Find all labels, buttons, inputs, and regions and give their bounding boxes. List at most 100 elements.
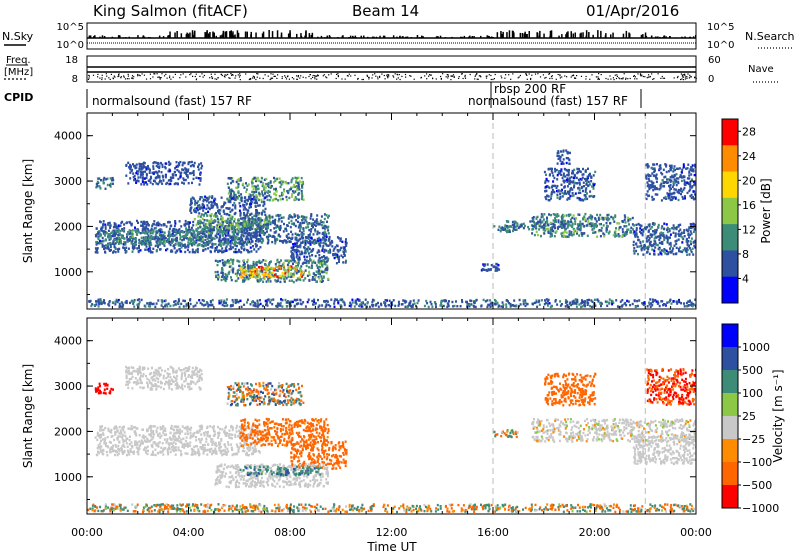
data-cell (316, 232, 319, 236)
nsky-sample (237, 32, 240, 38)
data-cell (197, 168, 200, 171)
data-cell (501, 228, 504, 231)
nave-sample (508, 74, 510, 76)
data-cell (320, 224, 323, 227)
data-cell (181, 181, 184, 184)
nave-sample (381, 73, 383, 75)
data-cell (662, 168, 665, 171)
data-cell (147, 234, 150, 237)
data-cell (135, 171, 138, 175)
data-cell (189, 228, 192, 232)
data-cell (195, 223, 198, 227)
data-cell (586, 234, 589, 237)
nave-sample (153, 73, 155, 75)
data-cell (550, 234, 553, 238)
nave-sample (194, 75, 196, 78)
data-cell (143, 162, 146, 165)
nsky-sample (189, 32, 191, 38)
data-cell (244, 200, 247, 203)
nsky-sample (304, 35, 306, 38)
data-cell (548, 186, 551, 189)
data-cell (688, 226, 691, 229)
nsky-sample (353, 37, 355, 38)
nave-sample (620, 78, 623, 80)
data-cell (179, 171, 182, 175)
data-cell (247, 223, 250, 227)
data-cell (124, 241, 127, 244)
data-cell (569, 231, 572, 234)
data-cell (201, 217, 204, 220)
data-cell (325, 271, 328, 275)
data-cell (248, 272, 251, 275)
data-cell (229, 219, 232, 223)
data-cell (287, 266, 290, 270)
data-cell (600, 217, 603, 221)
data-cell (670, 175, 673, 179)
data-cell (690, 226, 693, 230)
data-cell (175, 250, 178, 253)
data-cell (647, 175, 650, 178)
nave-sample (264, 74, 266, 76)
freq-label-1: Freq. (6, 55, 31, 66)
data-cell (199, 222, 201, 225)
data-cell (648, 237, 651, 240)
data-cell (277, 199, 280, 202)
data-cell (144, 231, 147, 235)
nsky-sample (695, 35, 697, 38)
data-cell (290, 219, 293, 223)
nsky-sample (502, 31, 504, 38)
nave-sample (120, 76, 122, 78)
data-cell (113, 222, 116, 225)
data-cell (148, 168, 151, 171)
data-cell (303, 240, 306, 244)
data-cell (255, 231, 258, 234)
data-cell (660, 241, 663, 244)
data-cell (255, 263, 258, 267)
data-cell (187, 162, 190, 166)
data-cell (271, 273, 273, 277)
data-cell (286, 240, 289, 244)
data-cell (636, 245, 639, 248)
data-cell (145, 174, 148, 177)
data-cell (270, 266, 273, 270)
data-cell (262, 204, 265, 207)
data-cell (230, 268, 233, 271)
data-cell (257, 213, 260, 216)
nave-sample (397, 77, 399, 79)
nsky-sample (463, 35, 466, 38)
data-cell (218, 275, 221, 279)
data-cell (242, 230, 245, 233)
nave-sample (237, 74, 239, 76)
data-cell (673, 191, 676, 194)
nave-sample (271, 77, 274, 79)
data-cell (291, 267, 294, 270)
nsky-sample (193, 31, 196, 38)
nave-sample (325, 76, 327, 78)
data-cell (627, 228, 630, 231)
data-cell (322, 244, 325, 248)
data-cell (149, 250, 152, 253)
data-cell (645, 197, 648, 201)
data-cell (689, 194, 692, 198)
data-cell (290, 178, 293, 182)
data-cell (167, 238, 170, 242)
data-cell (304, 239, 307, 242)
data-cell (602, 216, 605, 220)
data-cell (243, 224, 246, 228)
nave-sample (663, 77, 666, 79)
data-cell (243, 211, 245, 215)
data-cell (682, 197, 685, 200)
data-cell (186, 231, 189, 235)
data-cell (247, 251, 250, 254)
data-cell (605, 221, 608, 225)
nsky-panel: N.Sky 10^5 10^0 10^5 10^0 N.Search (2, 22, 795, 51)
data-cell (574, 220, 577, 223)
data-cell (578, 170, 581, 173)
data-cell (247, 240, 249, 243)
data-cell (223, 203, 225, 206)
power-scatter (88, 113, 696, 309)
data-cell (119, 229, 122, 233)
data-cell (274, 263, 277, 266)
nave-sample (676, 77, 679, 79)
data-cell (550, 213, 552, 217)
